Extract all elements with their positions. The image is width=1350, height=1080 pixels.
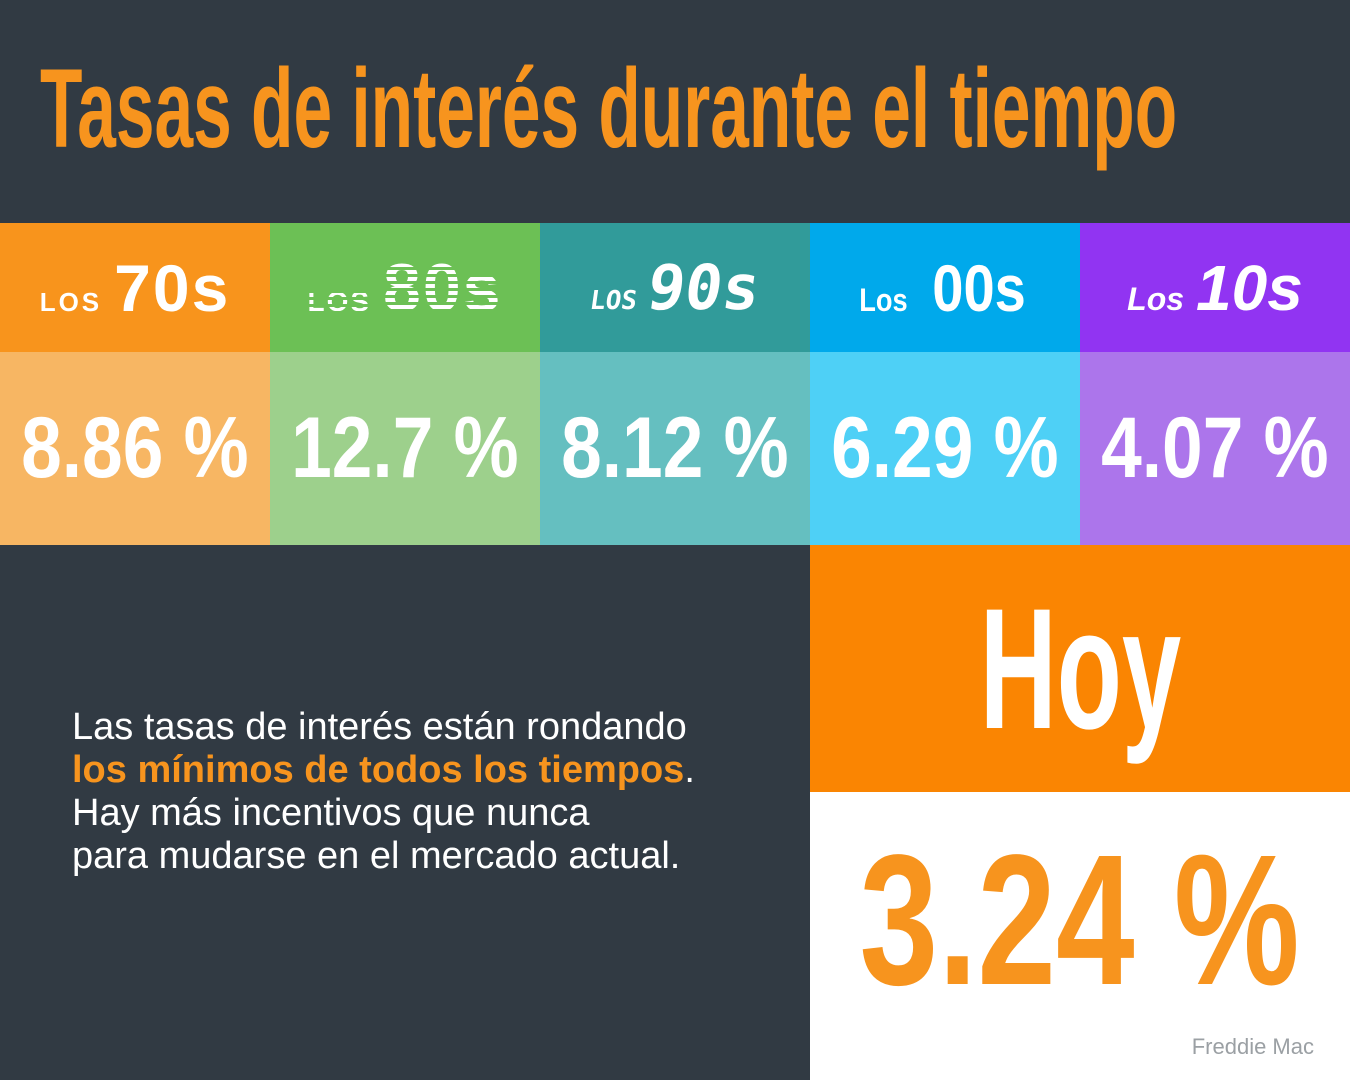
decade-prefix-70s: LOS (39, 286, 103, 317)
decade-column-80s: LOS 80s 12.7 % (270, 223, 540, 545)
decade-prefix-80s: LOS (307, 285, 372, 317)
decade-rate-cell-70s: 8.86 % (0, 352, 270, 545)
decade-prefix-10s: Los (1127, 280, 1185, 317)
decade-rate-80s: 12.7 % (291, 400, 519, 496)
decade-header-00s: Los 00s (810, 223, 1080, 352)
decade-label-00s: 00s (932, 250, 1027, 325)
today-label: Hoy (979, 572, 1181, 765)
decade-label-90s: 90s (643, 251, 766, 324)
body-line-4: para mudarse en el mercado actual. (72, 835, 681, 877)
today-rate: 3.24 % (859, 817, 1301, 1024)
decade-column-00s: Los 00s 6.29 % (810, 223, 1080, 545)
source-credit: Freddie Mac (1191, 1034, 1314, 1059)
page-title: Tasas de interés durante el tiempo (40, 46, 1178, 171)
decade-rate-70s: 8.86 % (21, 400, 249, 496)
decade-prefix-00s: Los (859, 281, 909, 318)
decade-column-10s: Los 10s 4.07 % (1080, 223, 1350, 545)
body-line-2-period: . (684, 749, 695, 791)
decade-rate-10s: 4.07 % (1101, 400, 1329, 496)
decade-rate-90s: 8.12 % (561, 400, 789, 496)
decade-column-90s: LOS90s 8.12 % (540, 223, 810, 545)
decade-rate-cell-10s: 4.07 % (1080, 352, 1350, 545)
decade-label-10s: 10s (1196, 251, 1303, 324)
decade-rate-cell-80s: 12.7 % (270, 352, 540, 545)
decade-header-80s: LOS 80s (270, 223, 540, 352)
decade-header-70s: LOS 70s (0, 223, 270, 352)
decade-label-70s: 70s (114, 250, 231, 325)
body-paragraph: Las tasas de interés están rondando los … (72, 706, 695, 878)
decade-rate-cell-00s: 6.29 % (810, 352, 1080, 545)
decade-header-90s: LOS90s (540, 223, 810, 352)
decade-column-70s: LOS 70s 8.86 % (0, 223, 270, 545)
decade-rate-cell-90s: 8.12 % (540, 352, 810, 545)
decade-prefix-90s: LOS (587, 286, 639, 316)
body-line-1: Las tasas de interés están rondando (72, 706, 687, 748)
decade-label-80s: 80s (383, 249, 503, 326)
today-banner: Hoy (810, 545, 1350, 792)
today-rate-panel: 3.24 % Freddie Mac (810, 792, 1350, 1080)
body-line-3: Hay más incentivos que nunca (72, 792, 590, 834)
decade-rate-00s: 6.29 % (831, 400, 1059, 496)
decade-grid: LOS 70s 8.86 % LOS 80s 12.7 % LOS90s 8.12 … (0, 223, 1350, 545)
body-line-2: los mínimos de todos los tiempos. (72, 749, 695, 792)
body-highlight: los mínimos de todos los tiempos (72, 749, 685, 791)
decade-header-10s: Los 10s (1080, 223, 1350, 352)
